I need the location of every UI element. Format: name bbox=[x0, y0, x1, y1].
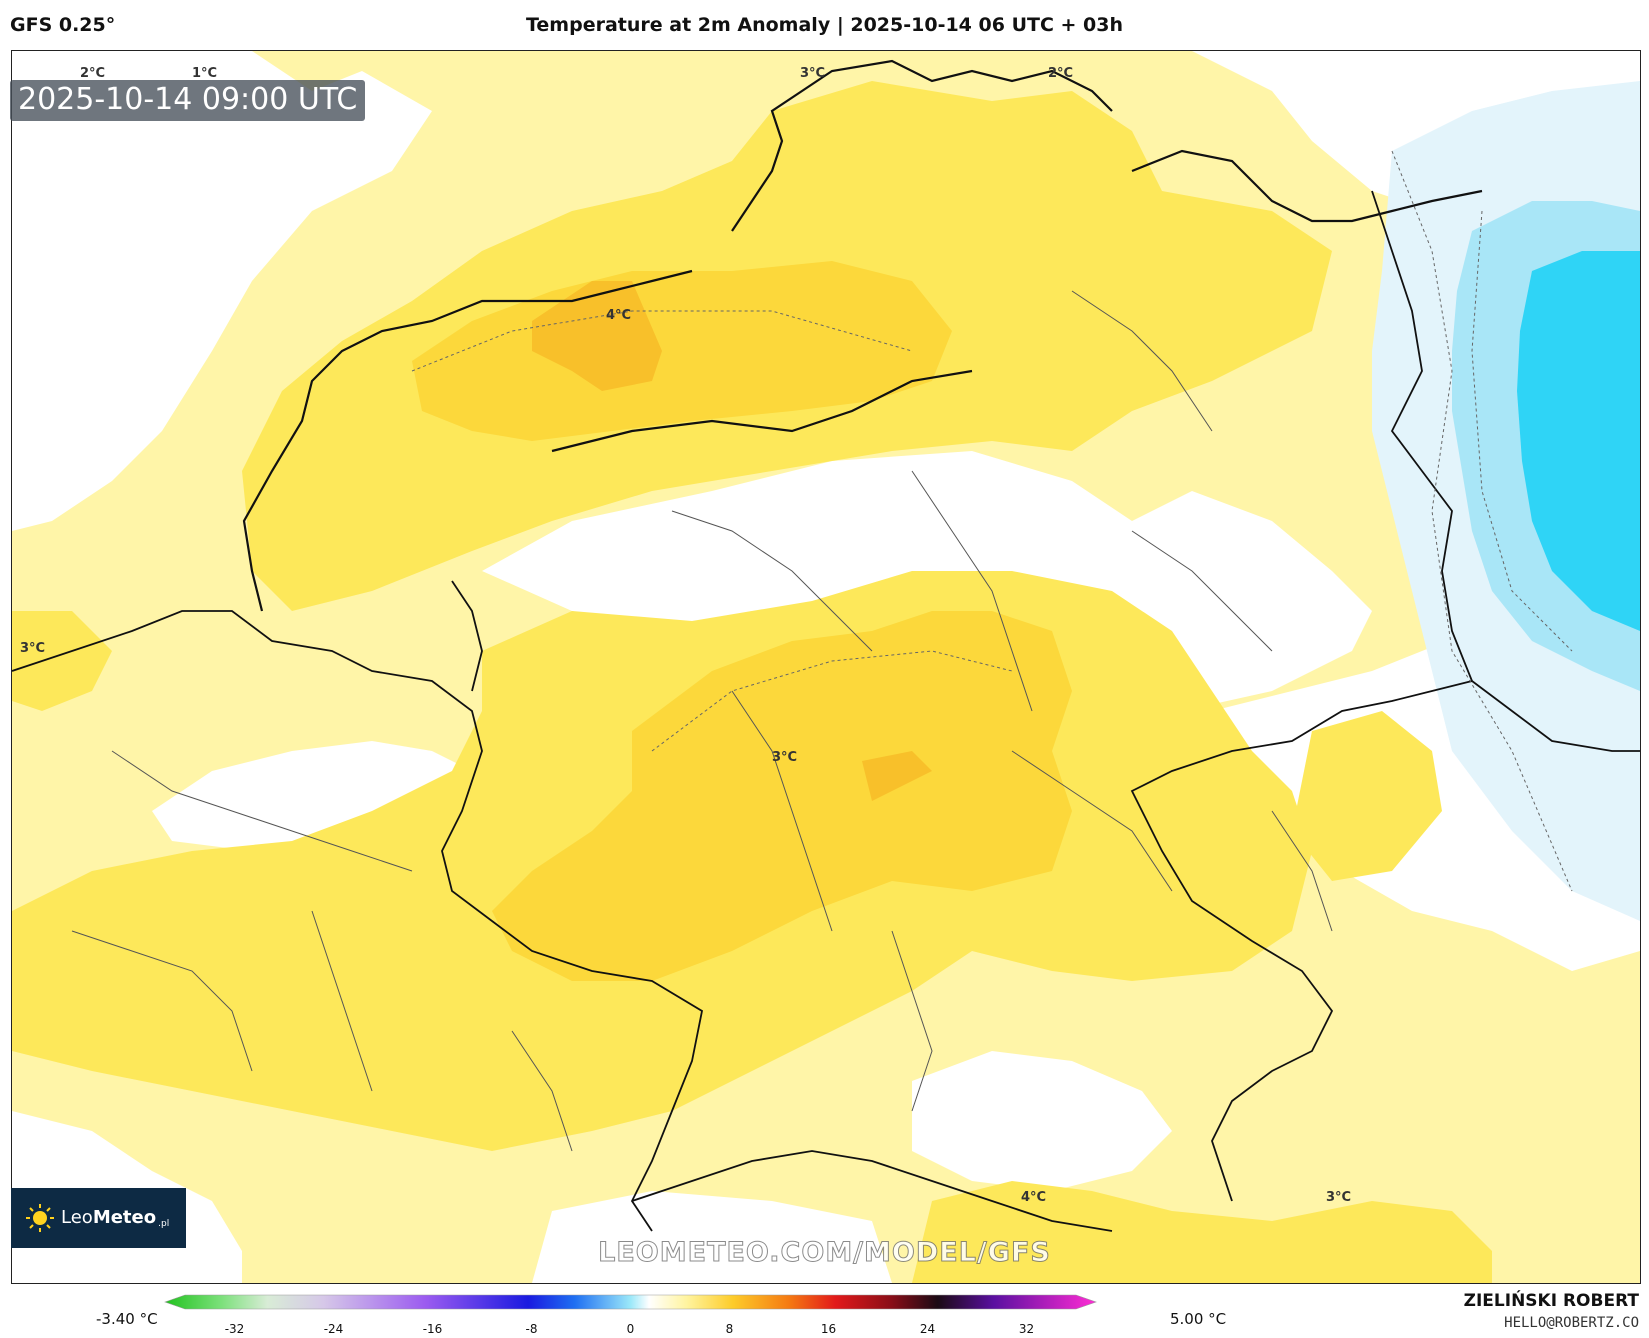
author-credit: ZIELIŃSKI ROBERT HELLO@ROBERTZ.CO bbox=[1464, 1290, 1639, 1334]
colorbar-tick-label: 16 bbox=[820, 1322, 837, 1336]
leometeo-logo[interactable]: LeoMeteo .pl bbox=[11, 1188, 186, 1248]
contour-lines bbox=[411, 150, 1573, 892]
orange-peak-center bbox=[862, 751, 932, 801]
white-region-alps bbox=[532, 1191, 892, 1283]
author-name: ZIELIŃSKI ROBERT bbox=[1463, 1291, 1639, 1311]
national-borders bbox=[12, 190, 1640, 1232]
contour-label: 2°C bbox=[1048, 66, 1073, 81]
gold-region-north bbox=[412, 261, 952, 441]
colorbar-tick-label: 24 bbox=[919, 1322, 936, 1336]
colorbar-tick-label: 32 bbox=[1018, 1322, 1035, 1336]
contour-label: 3°C bbox=[20, 641, 45, 656]
model-label: GFS 0.25° bbox=[10, 14, 116, 36]
colorbar-tick-label: -32 bbox=[224, 1322, 245, 1336]
yellow-region-far-west bbox=[12, 611, 112, 711]
colorbar: -3.40 °C 5 bbox=[0, 1288, 1649, 1338]
colorbar-tick-label: 0 bbox=[626, 1322, 635, 1336]
yellow-region-southeast bbox=[1292, 711, 1442, 881]
colorbar-tick-label: -16 bbox=[422, 1322, 443, 1336]
white-region-south bbox=[912, 1051, 1172, 1191]
colorbar-tick-label: 8 bbox=[725, 1322, 734, 1336]
sun-icon bbox=[26, 1204, 54, 1232]
website-watermark: LEOMETEO.COM/MODEL/GFS bbox=[598, 1237, 1051, 1269]
orange-peak-north bbox=[532, 281, 662, 391]
logo-suffix: .pl bbox=[158, 1219, 170, 1229]
white-region-northwest bbox=[12, 51, 432, 531]
contour-label: 1°C bbox=[192, 66, 217, 81]
colorbar-gradient bbox=[164, 1294, 1097, 1310]
colorbar-tick-label: -24 bbox=[323, 1322, 344, 1336]
contour-label: 2°C bbox=[80, 66, 105, 81]
colorbar-min-label: -3.40 °C bbox=[96, 1310, 158, 1328]
coastlines bbox=[242, 59, 1483, 612]
contour-label: 3°C bbox=[1326, 1190, 1351, 1205]
contour-label: 4°C bbox=[1021, 1190, 1046, 1205]
logo-name-bold: Meteo bbox=[92, 1207, 157, 1228]
author-email[interactable]: HELLO@ROBERTZ.CO bbox=[1504, 1315, 1639, 1331]
chart-title: Temperature at 2m Anomaly | 2025-10-14 0… bbox=[525, 14, 1124, 36]
logo-name-light: Leo bbox=[61, 1207, 93, 1228]
contour-label: 4°C bbox=[606, 308, 631, 323]
colorbar-max-label: 5.00 °C bbox=[1170, 1310, 1227, 1328]
colorbar-tick-label: -8 bbox=[525, 1322, 538, 1336]
anomaly-map[interactable]: 2°C 1°C 3°C 2°C 4°C 3°C 3°C 4°C 3°C bbox=[11, 50, 1641, 1284]
map-canvas: 2°C 1°C 3°C 2°C 4°C 3°C 3°C 4°C 3°C bbox=[12, 51, 1640, 1283]
regional-borders bbox=[71, 290, 1333, 1152]
logo-wordmark: LeoMeteo .pl bbox=[61, 1207, 169, 1229]
contour-label: 3°C bbox=[772, 750, 797, 765]
cyan-region bbox=[1517, 251, 1640, 631]
contour-label: 3°C bbox=[800, 66, 825, 81]
valid-time-badge: 2025-10-14 09:00 UTC bbox=[10, 80, 366, 121]
yellow-region-south-alps bbox=[912, 1181, 1492, 1283]
gold-region-center bbox=[492, 611, 1072, 981]
